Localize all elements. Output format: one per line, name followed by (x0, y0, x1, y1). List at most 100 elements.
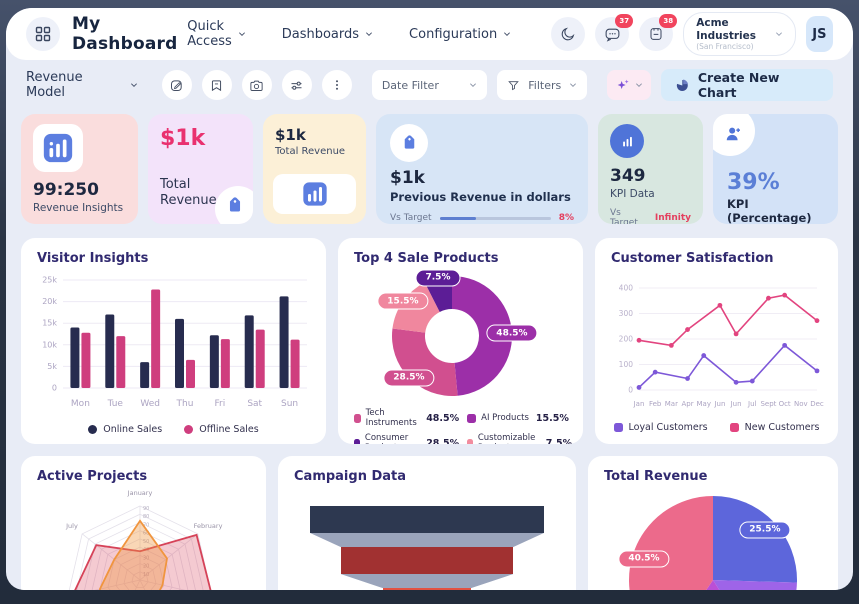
edit-button[interactable] (161, 70, 192, 100)
kpi-value: 99:250 (33, 180, 99, 200)
legend-item: AI Products 15.5% (467, 408, 572, 428)
svg-text:0: 0 (628, 386, 633, 395)
vs-target-label: Vs Target (610, 208, 638, 224)
pie-chart-wrap: 25.5%15.5%18.5%40.5% (602, 488, 824, 590)
vs-target-value: 8% (558, 213, 574, 223)
price-tag-icon (229, 197, 241, 212)
more-options-button[interactable] (321, 70, 352, 100)
svg-text:20: 20 (143, 564, 149, 570)
kpi-value: $1k (275, 126, 306, 144)
kpi-card-previous-revenue: $1k Previous Revenue in dollars Vs Targe… (376, 114, 588, 224)
kpi-row: 99:250 Revenue Insights $1k Total Revenu… (6, 108, 853, 238)
legend-swatch (354, 438, 360, 444)
bookmark-button[interactable] (201, 70, 232, 100)
chevron-down-icon (504, 32, 511, 36)
company-name: Acme Industries (696, 16, 757, 42)
dark-mode-button[interactable] (551, 17, 586, 51)
chevron-down-icon (570, 83, 577, 87)
total-revenue-card: Total Revenue 25.5%15.5%18.5%40.5% (588, 456, 838, 590)
user-plus-icon (726, 127, 740, 141)
company-selector[interactable]: Acme Industries (San Francisco) (683, 11, 796, 57)
legend-swatch (354, 413, 361, 423)
svg-text:Jun: Jun (713, 400, 725, 408)
kpi-card-kpi-data: 349 KPI Data Vs Target Infinity (598, 114, 703, 224)
svg-text:Jan: Jan (633, 400, 645, 408)
tasks-button[interactable]: 38 (639, 14, 678, 51)
ai-assistant-button[interactable] (607, 70, 652, 100)
svg-text:February: February (194, 522, 223, 530)
svg-text:Tue: Tue (107, 399, 124, 409)
model-selector[interactable]: Revenue Model (26, 70, 138, 100)
legend-item: Tech Instruments 48.5% (354, 408, 459, 428)
vs-target-value: Infinity (654, 213, 691, 223)
chart-title: Top 4 Sale Products (354, 251, 499, 266)
campaign-funnel-chart (292, 488, 562, 590)
kpi-value: 349 (610, 166, 646, 186)
svg-text:Sat: Sat (247, 399, 262, 409)
apps-grid-button[interactable] (26, 17, 60, 51)
menu-dashboards[interactable]: Dashboards (282, 19, 373, 49)
legend-swatch (467, 438, 473, 444)
svg-text:Jun: Jun (730, 400, 742, 408)
legend-item: Consumer Products 28.5% (354, 433, 459, 444)
chart-title: Campaign Data (294, 469, 407, 484)
svg-text:Dec: Dec (810, 400, 824, 408)
slice-label-pill: 15.5% (377, 292, 429, 310)
chevron-down-icon (238, 32, 245, 36)
legend-swatch (613, 423, 623, 432)
sliders-icon (291, 81, 302, 90)
user-avatar[interactable]: JS (805, 16, 833, 52)
svg-text:Jul: Jul (747, 400, 757, 408)
legend-item: Offline Sales (184, 424, 259, 435)
price-tag-icon (404, 134, 414, 149)
messages-badge: 37 (615, 14, 634, 28)
apps-grid-icon (35, 26, 51, 42)
svg-text:May: May (696, 400, 710, 408)
bar-chart-icon (302, 182, 327, 206)
charts-row-1: Visitor Insights 0 5k 10k 15k 20k 25k Mon Tue We… (6, 238, 853, 444)
create-new-chart-button[interactable]: Create New Chart (661, 69, 833, 101)
menu-quick-access[interactable]: Quick Access (187, 19, 246, 49)
slice-label-pill: 40.5% (618, 550, 670, 568)
svg-text:Thu: Thu (176, 399, 194, 409)
chart-title: Total Revenue (604, 469, 708, 484)
main-menu: Quick Access Dashboards Configuration (187, 19, 511, 49)
target-progress-bar (439, 216, 551, 220)
svg-text:15k: 15k (42, 319, 57, 328)
svg-text:10: 10 (143, 572, 149, 578)
date-filter-select[interactable]: Date Filter (371, 70, 488, 100)
target-progress-fill (439, 216, 477, 220)
svg-text:25k: 25k (42, 276, 57, 285)
legend-item: New Customers (729, 422, 819, 433)
app-window: My Dashboard Quick Access Dashboards Con… (6, 8, 853, 590)
snapshot-button[interactable] (241, 70, 272, 100)
vs-target-label: Vs Target (390, 213, 432, 223)
camera-icon (250, 80, 263, 91)
chevron-down-icon (470, 83, 477, 87)
filters-select[interactable]: Filters (497, 70, 588, 100)
svg-text:400: 400 (619, 284, 634, 293)
svg-text:300: 300 (619, 309, 634, 318)
company-location: (San Francisco) (696, 42, 754, 52)
kpi-card-total-revenue: $1k Total Revenue (148, 114, 253, 224)
messages-button[interactable]: 37 (595, 14, 634, 51)
svg-text:January: January (127, 489, 153, 497)
slice-label-pill: 25.5% (739, 521, 791, 539)
page-title: My Dashboard (72, 14, 178, 54)
chevron-down-icon (775, 32, 782, 36)
clipboard-icon (650, 28, 662, 40)
legend-item: Online Sales (88, 424, 162, 435)
kpi-card-kpi-percentage: 39% KPI (Percentage) (713, 114, 838, 224)
settings-sliders-button[interactable] (281, 70, 312, 100)
menu-configuration[interactable]: Configuration (409, 19, 511, 49)
chat-bubble-icon (605, 28, 620, 42)
chart-legend: Online Sales Offline Sales (35, 424, 312, 435)
campaign-data-card: Campaign Data (278, 456, 576, 590)
chart-title: Active Projects (37, 469, 148, 484)
total-revenue-pie-chart (629, 496, 797, 590)
kpi-label: Revenue Insights (33, 202, 124, 214)
moon-icon (561, 27, 575, 41)
legend-item: Customizable Products 7.5% (467, 433, 572, 444)
svg-text:10k: 10k (42, 340, 57, 349)
